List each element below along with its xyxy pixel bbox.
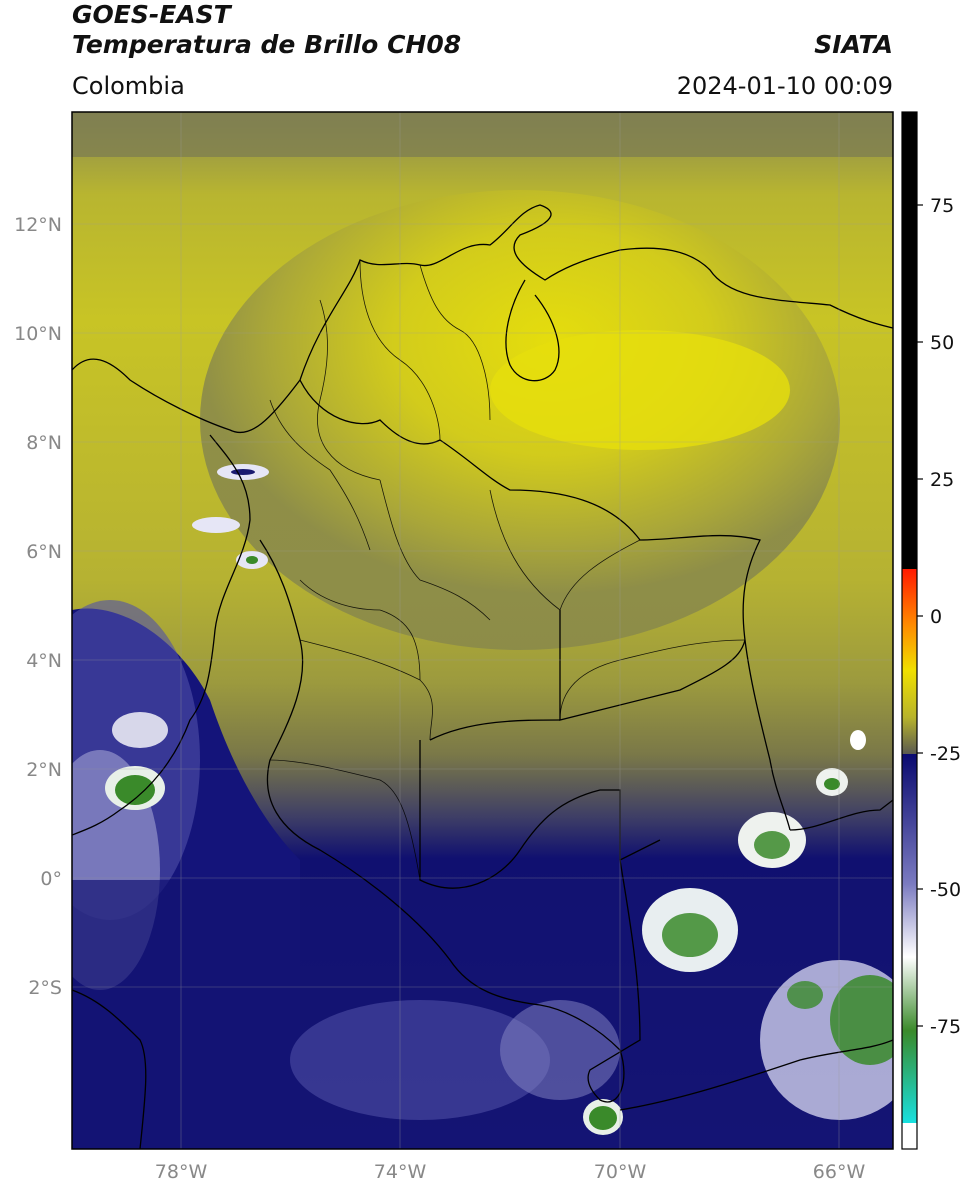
colorbar-tick-label: -25 (930, 743, 961, 765)
brand-label: SIATA (814, 30, 893, 59)
lat-label: 2°N (26, 759, 62, 781)
colorbar-tick-label: 25 (930, 469, 954, 491)
colorbar-tick-label: 0 (930, 606, 942, 628)
lon-label: 78°W (155, 1161, 208, 1183)
map-frame (71, 111, 894, 1150)
lon-label: 70°W (594, 1161, 647, 1183)
colorbar-segment-black (902, 112, 917, 569)
brightness-temperature-field (72, 112, 893, 1149)
title-product: Temperatura de Brillo CH08 (72, 30, 462, 59)
colorbar-tick-label: -50 (930, 879, 961, 901)
colorbar-tick-label: 75 (930, 195, 954, 217)
title-satellite: GOES-EAST (72, 0, 231, 29)
graticule (72, 112, 893, 1149)
colorbar-segment-warm (902, 569, 917, 754)
department-borders (269, 259, 746, 881)
lat-label: 8°N (26, 432, 62, 454)
colorbar-segment-white (902, 1123, 917, 1149)
lon-label: 66°W (813, 1161, 866, 1183)
lat-label: 10°N (14, 323, 62, 345)
latitude-labels: 12°N 10°N 8°N 6°N 4°N 2°N 0° 2°S (14, 214, 62, 999)
region-label: Colombia (72, 72, 185, 100)
colorbar-tick-label: 50 (930, 332, 954, 354)
datetime-label: 2024-01-10 00:09 (676, 72, 893, 100)
colorbar-tick-label: -75 (930, 1016, 961, 1038)
lat-label: 2°S (28, 977, 62, 999)
colorbar-segment-cold (902, 754, 917, 1123)
lat-label: 12°N (14, 214, 62, 236)
lat-label: 4°N (26, 650, 62, 672)
longitude-labels: 78°W 74°W 70°W 66°W (155, 1161, 866, 1183)
colorbar: 75 50 25 0 -25 -50 -75 (901, 111, 961, 1150)
lon-label: 74°W (374, 1161, 427, 1183)
lat-label: 6°N (26, 541, 62, 563)
country-borders (72, 204, 893, 1149)
lat-label: 0° (40, 868, 62, 890)
